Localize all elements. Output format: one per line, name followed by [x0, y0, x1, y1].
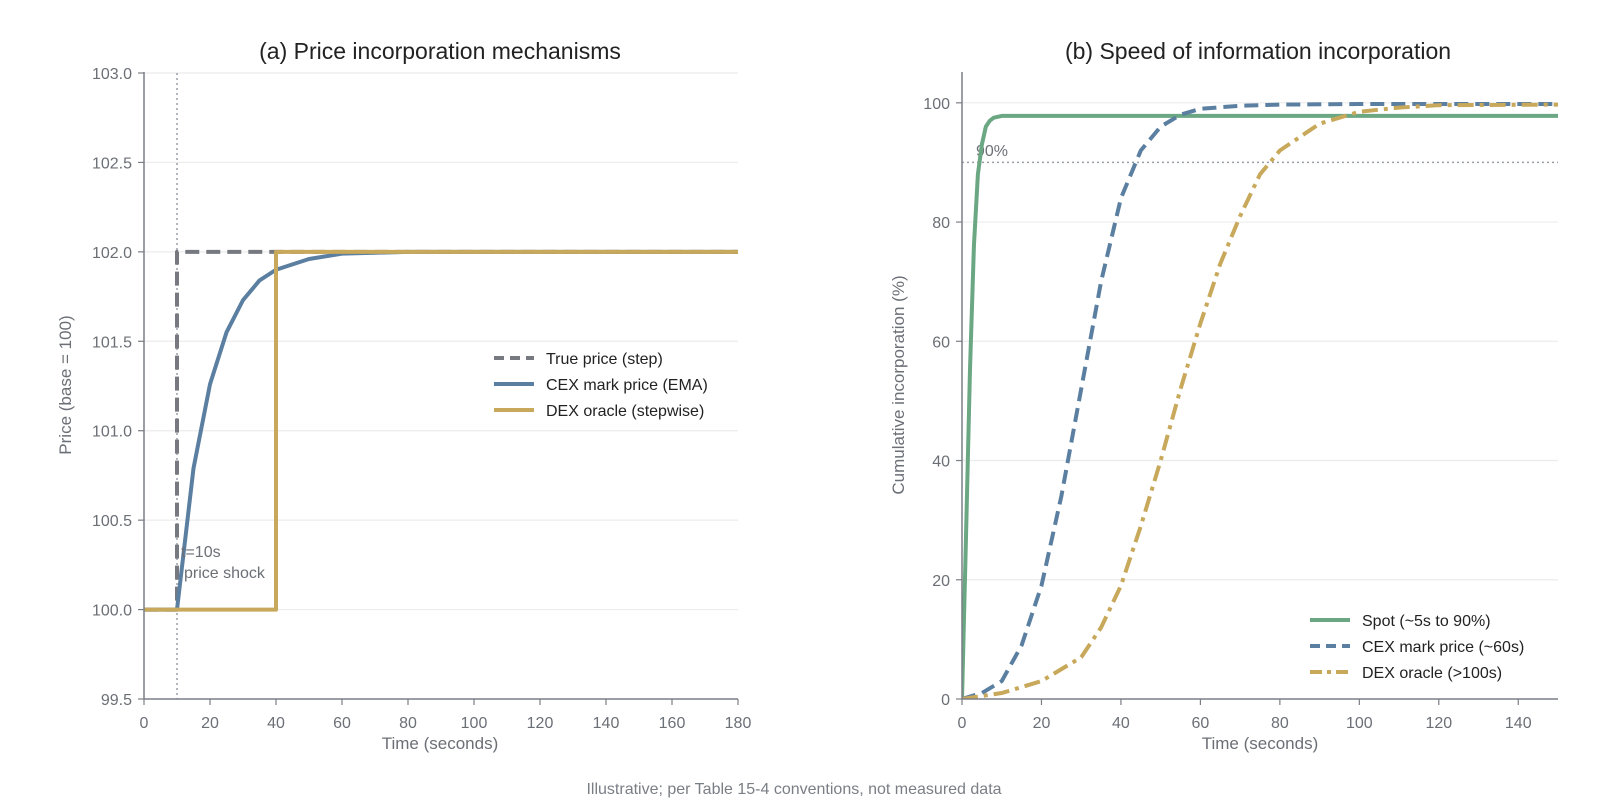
y-tick-label: 20	[932, 573, 950, 590]
series-line-0	[962, 113, 1558, 699]
panel-a-grid	[144, 72, 738, 611]
legend-label-0: Spot (~5s to 90%)	[1362, 613, 1491, 630]
panel-a-axes	[143, 72, 738, 700]
panel-a-series	[144, 249, 738, 612]
x-tick-label: 140	[593, 715, 620, 732]
legend-label-2: DEX oracle (stepwise)	[546, 403, 704, 420]
series-line-2	[144, 249, 738, 612]
x-tick-label: 60	[333, 715, 351, 732]
panel-a-x-label: Time (seconds)	[382, 734, 499, 753]
y-tick-label: 101.5	[92, 334, 132, 351]
y-tick-label: 80	[932, 215, 950, 232]
y-tick-label: 103.0	[92, 66, 132, 83]
shock-annotation-time: t=10s	[181, 544, 221, 561]
panel-a-y-label: Price (base = 100)	[56, 315, 75, 454]
panel-b-legend: Spot (~5s to 90%) CEX mark price (~60s) DE…	[1310, 613, 1524, 682]
x-tick-label: 0	[140, 715, 149, 732]
x-tick-label: 100	[461, 715, 488, 732]
panel-b-x-ticks: 0 20 40 60 80 100 120 140	[958, 699, 1532, 732]
legend-label-1: CEX mark price (EMA)	[546, 377, 708, 394]
x-tick-label: 120	[527, 715, 554, 732]
x-tick-label: 0	[958, 715, 967, 732]
x-tick-label: 60	[1192, 715, 1210, 732]
footnote: Illustrative; per Table 15-4 conventions…	[586, 781, 1001, 798]
panel-b-series	[962, 102, 1558, 699]
shock-annotation-label: price shock	[184, 565, 266, 582]
series-line-1	[962, 102, 1558, 699]
panel-b: (b) Speed of information incorporation 9…	[889, 38, 1558, 753]
x-tick-label: 40	[1112, 715, 1130, 732]
y-tick-label: 99.5	[101, 692, 132, 709]
legend-label-2: DEX oracle (>100s)	[1362, 665, 1502, 682]
x-tick-label: 80	[1271, 715, 1289, 732]
y-tick-label: 100.0	[92, 603, 132, 620]
x-tick-label: 140	[1505, 715, 1532, 732]
panel-a-legend: True price (step) CEX mark price (EMA) DEX…	[494, 351, 708, 420]
series-line-0	[144, 249, 738, 612]
x-tick-label: 180	[725, 715, 752, 732]
x-tick-label: 40	[267, 715, 285, 732]
x-tick-label: 20	[1033, 715, 1051, 732]
y-tick-label: 0	[941, 692, 950, 709]
panel-a: (a) Price incorporation mechanisms 0 20 40…	[56, 38, 751, 753]
y-tick-label: 102.0	[92, 245, 132, 262]
legend-label-0: True price (step)	[546, 351, 663, 368]
panel-b-y-ticks: 0 20 40 60 80 100	[923, 96, 962, 709]
y-tick-label: 100	[923, 96, 950, 113]
x-tick-label: 20	[201, 715, 219, 732]
y-tick-label: 40	[932, 454, 950, 471]
panel-a-y-ticks: 99.5 100.0 100.5 101.0 101.5 102.0 102.5 103.0	[92, 66, 144, 709]
panel-b-x-label: Time (seconds)	[1202, 734, 1319, 753]
y-tick-label: 101.0	[92, 424, 132, 441]
y-tick-label: 102.5	[92, 155, 132, 172]
y-tick-label: 100.5	[92, 513, 132, 530]
y-tick-label: 60	[932, 334, 950, 351]
panel-a-x-ticks: 0 20 40 60 80 100 120 140 160 180	[140, 699, 752, 732]
x-tick-label: 80	[399, 715, 417, 732]
panel-b-axes	[961, 72, 1558, 700]
series-line-2	[962, 102, 1558, 699]
panel-b-y-label: Cumulative incorporation (%)	[889, 275, 908, 494]
legend-label-1: CEX mark price (~60s)	[1362, 639, 1524, 656]
x-tick-label: 100	[1346, 715, 1373, 732]
panel-b-title: (b) Speed of information incorporation	[1065, 38, 1451, 64]
x-tick-label: 120	[1425, 715, 1452, 732]
panel-a-title: (a) Price incorporation mechanisms	[259, 38, 621, 64]
reference-line-label: 90%	[976, 143, 1008, 160]
x-tick-label: 160	[659, 715, 686, 732]
